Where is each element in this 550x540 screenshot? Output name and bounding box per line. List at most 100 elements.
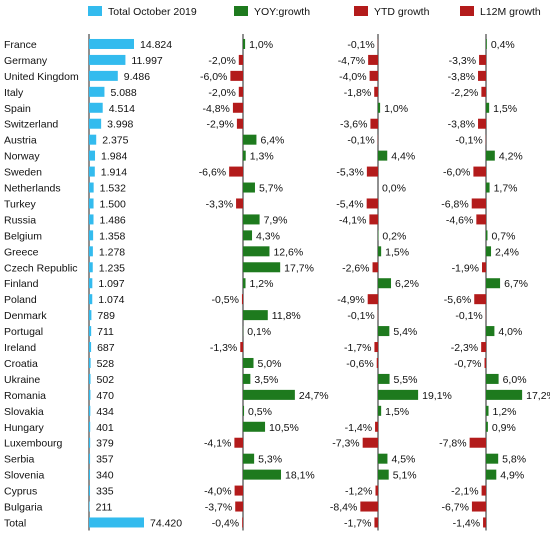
chart-row: Cyprus 335 -4,0% -1,2% -2,1%	[4, 485, 486, 498]
yoy-value-label: 5,3%	[258, 454, 282, 466]
yoy-value-label: 11,8%	[272, 310, 301, 322]
l12m-value-label: -2,2%	[451, 87, 478, 99]
ytd-bar	[378, 278, 392, 289]
yoy-bar	[242, 517, 243, 528]
ytd-value-label: 5,5%	[394, 374, 418, 386]
yoy-value-label: 7,9%	[264, 214, 288, 226]
total-bar	[89, 166, 95, 177]
yoy-value-label: -2,9%	[206, 119, 233, 131]
yoy-bar	[243, 469, 282, 480]
yoy-bar	[241, 294, 243, 305]
yoy-value-label: -0,4%	[212, 517, 239, 529]
chart-row: Luxembourg 379 -4,1% -7,3% -7,8%	[4, 437, 486, 450]
category-label: Denmark	[4, 310, 47, 322]
yoy-bar	[243, 38, 246, 49]
l12m-bar	[486, 421, 488, 432]
total-value-label: 1.074	[98, 294, 124, 306]
total-value-label: 1.235	[99, 262, 125, 274]
ytd-bar	[378, 246, 382, 257]
total-bar	[89, 469, 91, 480]
chart-row: Slovakia 434 0,5% 1,5% 1,2%	[4, 405, 516, 418]
total-bar	[89, 357, 91, 368]
ytd-value-label: -4,1%	[339, 214, 366, 226]
ytd-value-label: -4,7%	[338, 55, 365, 67]
category-label: United Kingdom	[4, 71, 79, 83]
category-label: Italy	[4, 87, 24, 99]
total-value-label: 1.914	[101, 167, 127, 179]
yoy-bar	[232, 102, 243, 113]
l12m-value-label: -3,8%	[448, 71, 475, 83]
total-bar	[89, 389, 91, 400]
yoy-value-label: 0,1%	[247, 326, 271, 338]
category-label: Belgium	[4, 230, 42, 242]
yoy-value-label: -3,3%	[206, 198, 233, 210]
category-label: Serbia	[4, 454, 35, 466]
ytd-bar	[366, 166, 378, 177]
yoy-bar	[234, 485, 243, 496]
ytd-bar	[375, 485, 378, 496]
total-value-label: 1.500	[100, 198, 126, 210]
category-label: Germany	[4, 55, 48, 67]
yoy-value-label: -6,6%	[199, 167, 226, 179]
l12m-value-label: -0,1%	[455, 135, 482, 147]
category-label: Sweden	[4, 167, 42, 179]
ytd-bar	[378, 150, 388, 161]
chart-row: Ukraine 502 3,5% 5,5% 6,0%	[4, 373, 527, 386]
ytd-value-label: -0,1%	[347, 310, 374, 322]
ytd-bar	[374, 517, 378, 528]
yoy-bar	[236, 118, 243, 129]
total-bar	[89, 342, 92, 353]
l12m-value-label: 0,7%	[491, 230, 515, 242]
l12m-value-label: -3,8%	[448, 119, 475, 131]
total-bar	[89, 70, 118, 81]
total-value-label: 2.375	[102, 135, 128, 147]
yoy-bar	[243, 246, 270, 257]
total-bar	[89, 246, 93, 257]
chart-row: France 14.824 1,0% -0,1% 0,4%	[4, 38, 515, 51]
total-value-label: 470	[96, 390, 114, 402]
yoy-value-label: 12,6%	[273, 246, 303, 258]
yoy-bar	[243, 230, 253, 241]
yoy-bar	[243, 373, 251, 384]
ytd-bar	[362, 437, 378, 448]
yoy-value-label: -4,0%	[204, 486, 231, 498]
l12m-value-label: -6,0%	[443, 167, 470, 179]
yoy-bar	[230, 70, 243, 81]
yoy-value-label: 5,0%	[258, 358, 282, 370]
ytd-value-label: -1,8%	[344, 87, 371, 99]
total-bar	[89, 453, 91, 464]
total-value-label: 401	[96, 422, 114, 434]
total-bar	[89, 102, 103, 113]
yoy-value-label: -2,0%	[208, 55, 235, 67]
total-bar	[89, 230, 94, 241]
category-label: Romania	[4, 390, 46, 402]
l12m-bar	[471, 198, 486, 209]
category-label: Greece	[4, 246, 39, 258]
l12m-bar	[481, 86, 486, 97]
chart-row: Bulgaria 211 -3,7% -8,4% -6,7%	[4, 501, 486, 514]
ytd-bar	[367, 294, 378, 305]
total-bar	[89, 262, 93, 273]
l12m-bar	[486, 326, 495, 337]
total-value-label: 211	[96, 502, 113, 514]
total-bar	[89, 501, 90, 512]
chart-row: Czech Republic 1.235 17,7% -2,6% -1,9%	[4, 262, 486, 274]
chart-row: Denmark 789 11,8% -0,1% -0,1%	[4, 310, 486, 322]
total-bar	[89, 278, 93, 289]
ytd-value-label: -4,9%	[337, 294, 364, 306]
ytd-bar	[378, 389, 419, 400]
l12m-bar	[482, 262, 486, 273]
ytd-value-label: 1,0%	[384, 103, 408, 115]
ytd-value-label: -3,6%	[340, 119, 367, 131]
category-label: Spain	[4, 103, 31, 115]
total-value-label: 1.278	[99, 246, 125, 258]
ytd-bar	[370, 118, 378, 129]
total-value-label: 357	[96, 454, 114, 466]
ytd-value-label: -2,6%	[342, 262, 369, 274]
category-label: Ukraine	[4, 374, 40, 386]
total-value-label: 789	[97, 310, 115, 322]
ytd-bar	[378, 453, 388, 464]
chart-row: Croatia 528 5,0% -0,6% -0,7%	[4, 357, 486, 370]
ytd-value-label: 19,1%	[422, 390, 452, 402]
l12m-bar	[478, 70, 486, 81]
